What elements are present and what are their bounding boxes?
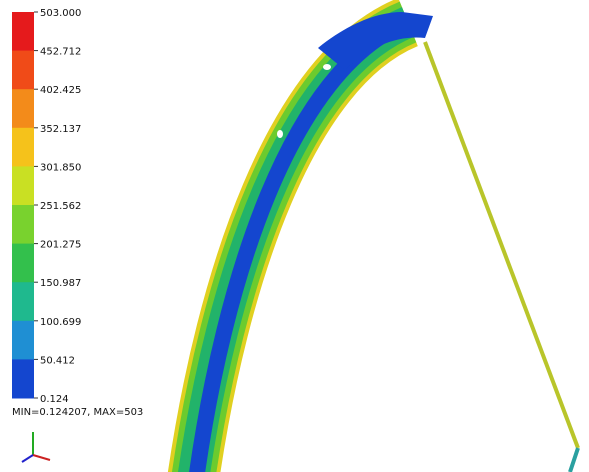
legend-band: [12, 359, 34, 398]
legend-band: [12, 282, 34, 321]
legend-label: 100.699: [40, 317, 81, 328]
legend-label: 352.137: [40, 124, 81, 135]
legend-label: 503.000: [40, 8, 81, 19]
legend-label: 251.562: [40, 201, 81, 212]
contour-view: 503.000 452.712 402.425 352.137 301.850 251.5…: [0, 0, 589, 472]
legend-label: 201.275: [40, 240, 81, 251]
legend: 503.000 452.712 402.425 352.137 301.850 251.5…: [12, 8, 81, 405]
page: {"legend": {"labels": ["503.000", "452.7…: [0, 0, 589, 472]
hole: [277, 130, 283, 138]
legend-band: [12, 205, 34, 244]
legend-label: 0.124: [40, 394, 69, 405]
arch-outer: [193, 22, 408, 472]
legend-label: 452.712: [40, 47, 81, 58]
legend-band: [12, 128, 34, 167]
legend-band: [12, 51, 34, 90]
legend-band: [12, 166, 34, 205]
axis-z: [22, 455, 33, 462]
min-max: MIN=0.124207, MAX=503: [12, 407, 143, 418]
legend-label: 301.850: [40, 162, 81, 173]
legend-band: [12, 89, 34, 128]
legend-band: [12, 12, 34, 51]
legend-label: 402.425: [40, 85, 81, 96]
legend-band: [12, 321, 34, 360]
legend-label: 50.412: [40, 355, 75, 366]
model: [193, 12, 578, 472]
legend-band: [12, 244, 34, 283]
legend-label: 150.987: [40, 278, 81, 289]
cable-end: [570, 448, 578, 472]
cable: [425, 42, 578, 448]
axis-x: [33, 455, 50, 460]
hole: [323, 64, 331, 70]
axis-triad: [22, 432, 50, 462]
